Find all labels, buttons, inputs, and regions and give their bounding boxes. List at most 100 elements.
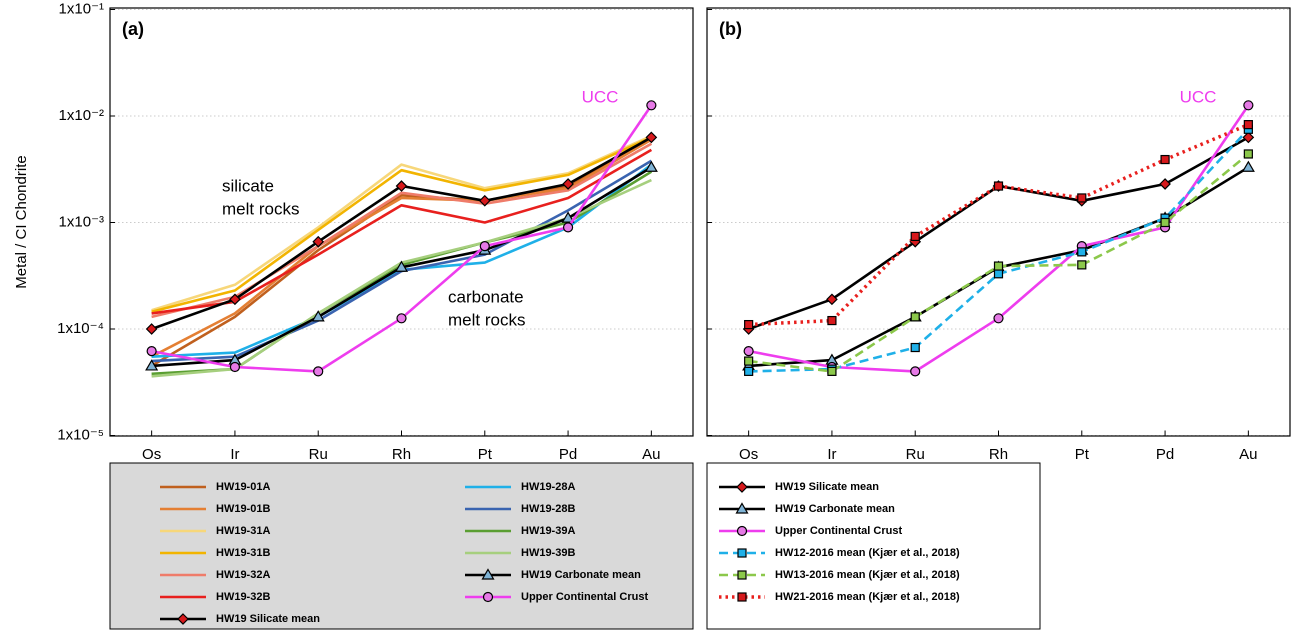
legend-label: HW19-31A (216, 525, 270, 537)
legend-box (706, 462, 1041, 630)
series-line (748, 104, 1250, 373)
legend-label: HW19-39B (521, 547, 575, 559)
legend-marker (481, 568, 495, 580)
series-line (151, 136, 652, 314)
series-line (151, 134, 652, 312)
point-marker (478, 194, 491, 207)
series-line (748, 136, 1250, 331)
x-tick-label: Ru (906, 446, 925, 463)
y-tick-label: 1x10⁻¹ (59, 0, 104, 17)
x-tick-label: Au (1239, 446, 1257, 463)
point-marker (1160, 217, 1170, 228)
y-tick-label: 1x10⁻⁵ (57, 426, 104, 443)
y-tick-label: 1x10⁻² (59, 107, 104, 124)
point-marker (1077, 260, 1087, 270)
point-marker (826, 293, 838, 306)
point-marker (396, 313, 407, 324)
x-tick-label: Ru (309, 446, 328, 463)
legend-label: HW19 Silicate mean (775, 481, 879, 493)
x-tick-label: Pd (1156, 446, 1174, 463)
point-marker (146, 346, 157, 357)
point-marker (145, 323, 158, 335)
point-marker (1243, 100, 1254, 111)
legend-label: HW12-2016 mean (Kjær et al., 2018) (775, 547, 960, 559)
point-marker (743, 346, 754, 357)
series-line (151, 104, 653, 373)
x-tick-label: Rh (989, 446, 1008, 463)
point-marker (993, 261, 1004, 271)
point-marker (229, 361, 241, 373)
x-tick-label: Os (739, 446, 758, 463)
point-marker (312, 235, 325, 248)
annotation: silicate (222, 176, 274, 195)
x-tick-label: Au (642, 446, 660, 463)
point-marker (1242, 131, 1255, 144)
legend-label: HW19-32A (216, 569, 270, 581)
plot-frame (109, 7, 694, 437)
point-marker (1243, 149, 1253, 159)
legend-label: Upper Continental Crust (775, 525, 902, 537)
point-marker (910, 366, 921, 377)
point-marker (1077, 193, 1087, 203)
point-marker (229, 293, 241, 306)
x-tick-label: Os (142, 446, 161, 463)
point-marker (1241, 160, 1255, 172)
legend-label: HW19-01B (216, 503, 270, 515)
x-tick-label: Pt (1075, 446, 1090, 463)
legend-label: HW19-01A (216, 481, 270, 493)
point-marker (479, 241, 490, 252)
series-line (748, 128, 1250, 373)
panel-label: (a) (122, 19, 144, 39)
point-marker (993, 269, 1004, 279)
point-marker (313, 366, 324, 377)
legend-marker (482, 591, 494, 603)
point-marker (744, 356, 754, 366)
annotation: melt rocks (448, 310, 525, 329)
point-marker (645, 131, 658, 144)
legend-label: HW21-2016 mean (Kjær et al., 2018) (775, 591, 960, 603)
point-marker (562, 178, 574, 190)
point-marker (910, 312, 920, 322)
x-tick-label: Rh (392, 446, 411, 463)
point-marker (910, 342, 920, 353)
annotation: UCC (1180, 87, 1217, 106)
legend-label: HW19 Silicate mean (216, 613, 320, 625)
point-marker (646, 100, 657, 111)
point-marker (145, 359, 159, 371)
point-marker (562, 222, 574, 233)
legend-label: HW19-39A (521, 525, 575, 537)
legend-label: HW19-28B (521, 503, 575, 515)
point-marker (910, 231, 920, 242)
x-tick-label: Pd (559, 446, 577, 463)
point-marker (993, 181, 1004, 191)
legend-marker (735, 502, 749, 514)
legend-label: HW19 Carbonate mean (521, 569, 641, 581)
point-marker (744, 319, 754, 330)
point-marker (395, 180, 408, 192)
point-marker (1243, 120, 1253, 130)
point-marker (394, 260, 409, 272)
point-marker (1077, 247, 1087, 257)
legend-label: HW13-2016 mean (Kjær et al., 2018) (775, 569, 960, 581)
annotation: UCC (582, 87, 619, 106)
point-marker (827, 366, 837, 376)
legend-label: HW19-31B (216, 547, 270, 559)
legend-box (109, 462, 694, 630)
point-marker (827, 315, 837, 326)
annotation: melt rocks (222, 199, 299, 218)
point-marker (993, 313, 1004, 324)
legend-marker (737, 570, 747, 580)
series-line (748, 122, 1250, 327)
legend-marker (737, 548, 747, 558)
series-line (150, 138, 653, 368)
legend-marker (736, 525, 748, 537)
point-marker (644, 160, 658, 172)
x-tick-label: Ir (827, 446, 836, 463)
legend-marker (737, 592, 747, 602)
legend-label: HW19 Carbonate mean (775, 503, 895, 515)
legend-label: Upper Continental Crust (521, 591, 648, 603)
series-line (151, 148, 653, 315)
legend-label: HW19-28A (521, 481, 575, 493)
x-tick-label: Pt (478, 446, 493, 463)
